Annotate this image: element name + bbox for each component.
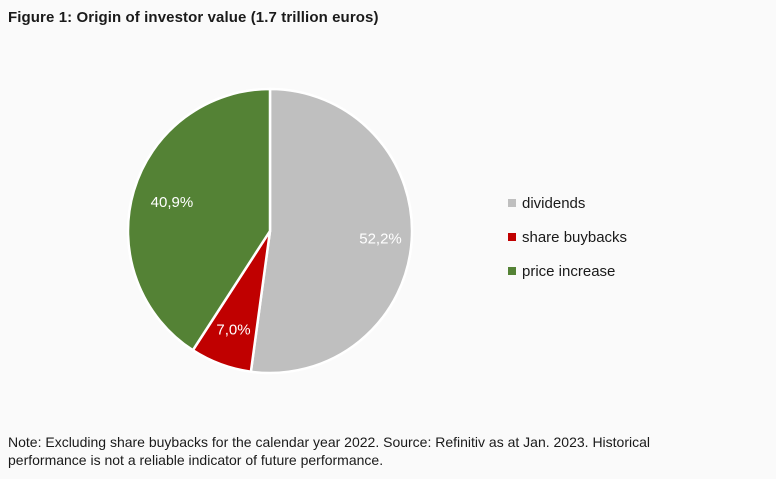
chart-title: Figure 1: Origin of investor value (1.7 …	[8, 9, 379, 26]
legend-item-share-buybacks: share buybacks	[508, 220, 627, 254]
pie-data-label: 40,9%	[151, 194, 194, 211]
legend-swatch-icon	[508, 199, 516, 207]
footnote-line-1: Note: Excluding share buybacks for the c…	[8, 434, 651, 450]
legend-label: price increase	[522, 262, 616, 280]
pie-data-label: 7,0%	[216, 322, 250, 339]
legend-item-price-increase: price increase	[508, 254, 627, 288]
legend-label: dividends	[522, 194, 586, 212]
pie-data-label: 52,2%	[359, 230, 402, 247]
pie-slice-dividends	[249, 87, 414, 375]
legend-swatch-icon	[508, 267, 516, 275]
pie-slice-price-increase	[126, 87, 272, 352]
legend: dividends share buybacks price increase	[508, 186, 627, 288]
footnote-line-2: performance is not a reliable indicator …	[8, 452, 384, 468]
legend-swatch-icon	[508, 233, 516, 241]
footnote: Note: Excluding share buybacks for the c…	[8, 433, 768, 469]
legend-label: share buybacks	[522, 228, 628, 246]
legend-item-dividends: dividends	[508, 186, 627, 220]
